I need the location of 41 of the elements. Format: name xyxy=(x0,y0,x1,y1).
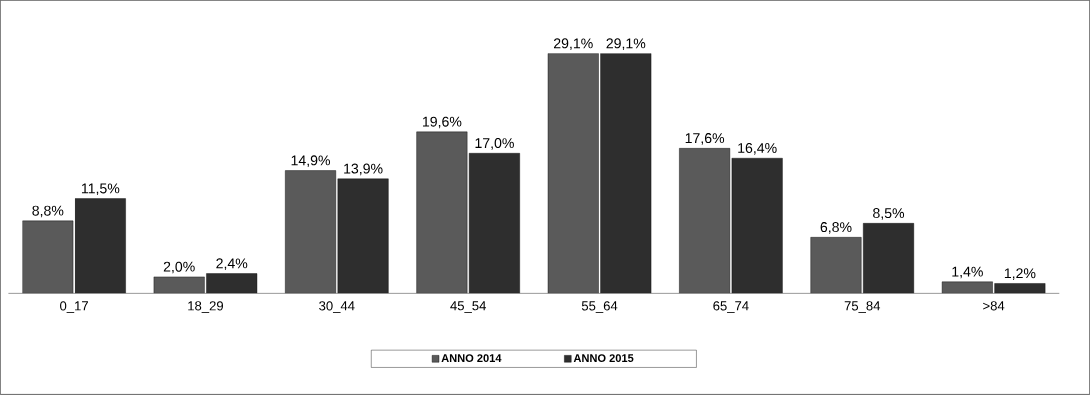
x-tick-label: 45_54 xyxy=(450,301,486,313)
data-label: 6,8% xyxy=(820,222,852,234)
x-tick-label: 75_84 xyxy=(844,301,881,314)
bar xyxy=(469,153,520,294)
data-label: 8,5% xyxy=(873,208,905,220)
bar xyxy=(416,131,468,294)
bar xyxy=(941,281,993,294)
bar xyxy=(863,223,914,294)
bar xyxy=(206,273,257,294)
legend-label: ANNO 2014 xyxy=(441,354,502,363)
x-tick-label: 65_74 xyxy=(713,301,749,314)
data-label: 2,0% xyxy=(163,261,195,274)
data-label: 14,9% xyxy=(291,155,331,168)
x-tick-label: 30_44 xyxy=(319,301,355,314)
x-tick-label: 0_17 xyxy=(60,301,88,314)
bar xyxy=(731,158,783,294)
data-label: 11,5% xyxy=(81,183,120,196)
x-tick-label: >84 xyxy=(983,301,1005,311)
data-label: 1,4% xyxy=(952,266,983,279)
data-label: 16,4% xyxy=(738,143,777,155)
bar xyxy=(679,148,730,294)
data-label: 2,4% xyxy=(216,258,248,271)
x-tick-label: 55_64 xyxy=(581,301,618,314)
data-label: 19,6% xyxy=(422,116,462,129)
x-tick-label: 18_29 xyxy=(188,301,224,314)
bar xyxy=(337,178,389,294)
bar xyxy=(810,237,862,294)
bar xyxy=(22,220,74,294)
data-label: 13,9% xyxy=(344,163,383,176)
bar xyxy=(600,53,652,294)
bar xyxy=(548,53,599,294)
data-label: 17,6% xyxy=(685,133,725,145)
data-label: 17,0% xyxy=(475,138,514,150)
legend-label: ANNO 2015 xyxy=(573,354,634,363)
data-label: 1,2% xyxy=(1004,268,1036,281)
bar xyxy=(285,170,336,294)
data-label: 29,1% xyxy=(553,38,593,51)
data-label: 29,1% xyxy=(606,38,646,51)
bar xyxy=(75,198,126,294)
bar xyxy=(994,283,1046,294)
data-label: 8,8% xyxy=(32,205,64,218)
